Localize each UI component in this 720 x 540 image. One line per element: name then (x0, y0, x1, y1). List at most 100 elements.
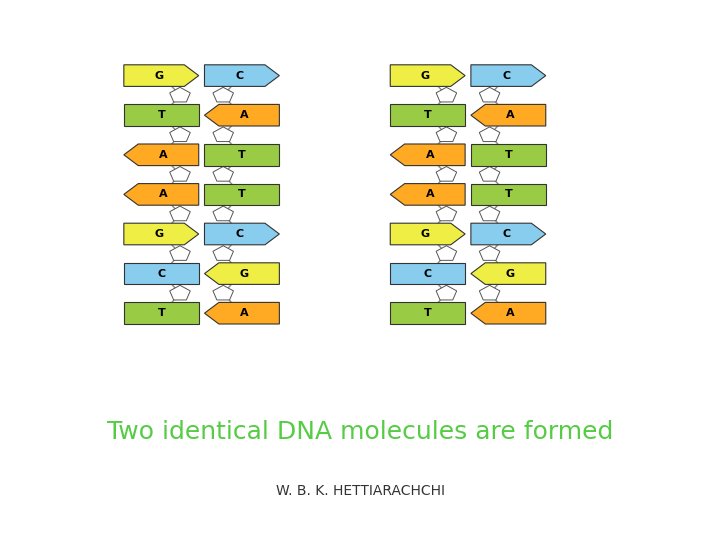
Text: T: T (238, 150, 246, 160)
Text: A: A (240, 110, 248, 120)
Polygon shape (480, 166, 500, 181)
Polygon shape (231, 226, 251, 240)
Polygon shape (231, 68, 251, 82)
Polygon shape (124, 65, 199, 86)
Polygon shape (390, 223, 465, 245)
Text: G: G (155, 71, 163, 80)
Text: G: G (506, 268, 515, 279)
Polygon shape (213, 87, 233, 102)
Polygon shape (213, 246, 233, 260)
Polygon shape (204, 65, 279, 86)
FancyBboxPatch shape (471, 184, 546, 205)
Text: A: A (240, 308, 248, 318)
Polygon shape (418, 68, 438, 82)
FancyBboxPatch shape (390, 263, 465, 285)
Polygon shape (498, 107, 518, 122)
Text: W. B. K. HETTIARACHCHI: W. B. K. HETTIARACHCHI (276, 484, 444, 498)
Polygon shape (480, 206, 500, 221)
Polygon shape (436, 166, 456, 181)
Text: T: T (158, 110, 165, 120)
Polygon shape (213, 166, 233, 181)
Text: G: G (155, 229, 163, 239)
Polygon shape (471, 65, 546, 86)
Polygon shape (170, 87, 190, 102)
Polygon shape (204, 302, 279, 324)
Polygon shape (231, 147, 251, 161)
Polygon shape (124, 184, 199, 205)
FancyBboxPatch shape (124, 104, 199, 126)
Polygon shape (204, 104, 279, 126)
Text: A: A (426, 150, 434, 160)
FancyBboxPatch shape (124, 302, 199, 324)
Polygon shape (471, 104, 546, 126)
Polygon shape (170, 166, 190, 181)
Polygon shape (436, 285, 456, 300)
Text: C: C (235, 229, 244, 239)
Text: G: G (240, 268, 248, 279)
Polygon shape (418, 266, 438, 280)
Polygon shape (152, 226, 172, 240)
Text: T: T (158, 308, 165, 318)
Polygon shape (124, 223, 199, 245)
Text: C: C (502, 71, 510, 80)
FancyBboxPatch shape (124, 263, 199, 285)
Polygon shape (418, 147, 438, 161)
Polygon shape (471, 302, 546, 324)
FancyBboxPatch shape (390, 104, 465, 126)
Text: G: G (421, 229, 430, 239)
Polygon shape (152, 147, 172, 161)
Polygon shape (498, 68, 518, 82)
Polygon shape (390, 184, 465, 205)
Text: C: C (502, 229, 510, 239)
Polygon shape (204, 223, 279, 245)
Polygon shape (231, 266, 251, 280)
Polygon shape (436, 87, 456, 102)
Text: A: A (159, 190, 168, 199)
Polygon shape (436, 206, 456, 221)
Polygon shape (390, 144, 465, 166)
Polygon shape (471, 263, 546, 285)
Polygon shape (152, 266, 172, 280)
Polygon shape (152, 107, 172, 122)
Polygon shape (231, 186, 251, 201)
Polygon shape (418, 186, 438, 201)
Text: T: T (238, 190, 246, 199)
Polygon shape (152, 68, 172, 82)
Polygon shape (480, 127, 500, 141)
Text: C: C (423, 268, 432, 279)
Text: A: A (426, 190, 434, 199)
Text: T: T (505, 150, 512, 160)
Text: A: A (506, 110, 515, 120)
Text: T: T (424, 110, 431, 120)
Polygon shape (418, 305, 438, 320)
Polygon shape (152, 186, 172, 201)
Polygon shape (213, 206, 233, 221)
Text: Two identical DNA molecules are formed: Two identical DNA molecules are formed (107, 420, 613, 444)
Polygon shape (170, 246, 190, 260)
Polygon shape (204, 263, 279, 285)
Polygon shape (231, 107, 251, 122)
Polygon shape (498, 186, 518, 201)
Text: A: A (159, 150, 168, 160)
Polygon shape (152, 305, 172, 320)
Polygon shape (170, 127, 190, 141)
FancyBboxPatch shape (471, 144, 546, 166)
Polygon shape (436, 246, 456, 260)
FancyBboxPatch shape (390, 302, 465, 324)
Polygon shape (498, 226, 518, 240)
FancyBboxPatch shape (204, 184, 279, 205)
Polygon shape (498, 305, 518, 320)
Polygon shape (213, 285, 233, 300)
Polygon shape (480, 285, 500, 300)
Text: C: C (157, 268, 166, 279)
Polygon shape (213, 127, 233, 141)
Polygon shape (170, 285, 190, 300)
Text: G: G (421, 71, 430, 80)
Polygon shape (418, 107, 438, 122)
Polygon shape (231, 305, 251, 320)
Polygon shape (480, 87, 500, 102)
Polygon shape (471, 223, 546, 245)
Polygon shape (498, 147, 518, 161)
FancyBboxPatch shape (204, 144, 279, 166)
Text: T: T (505, 190, 512, 199)
